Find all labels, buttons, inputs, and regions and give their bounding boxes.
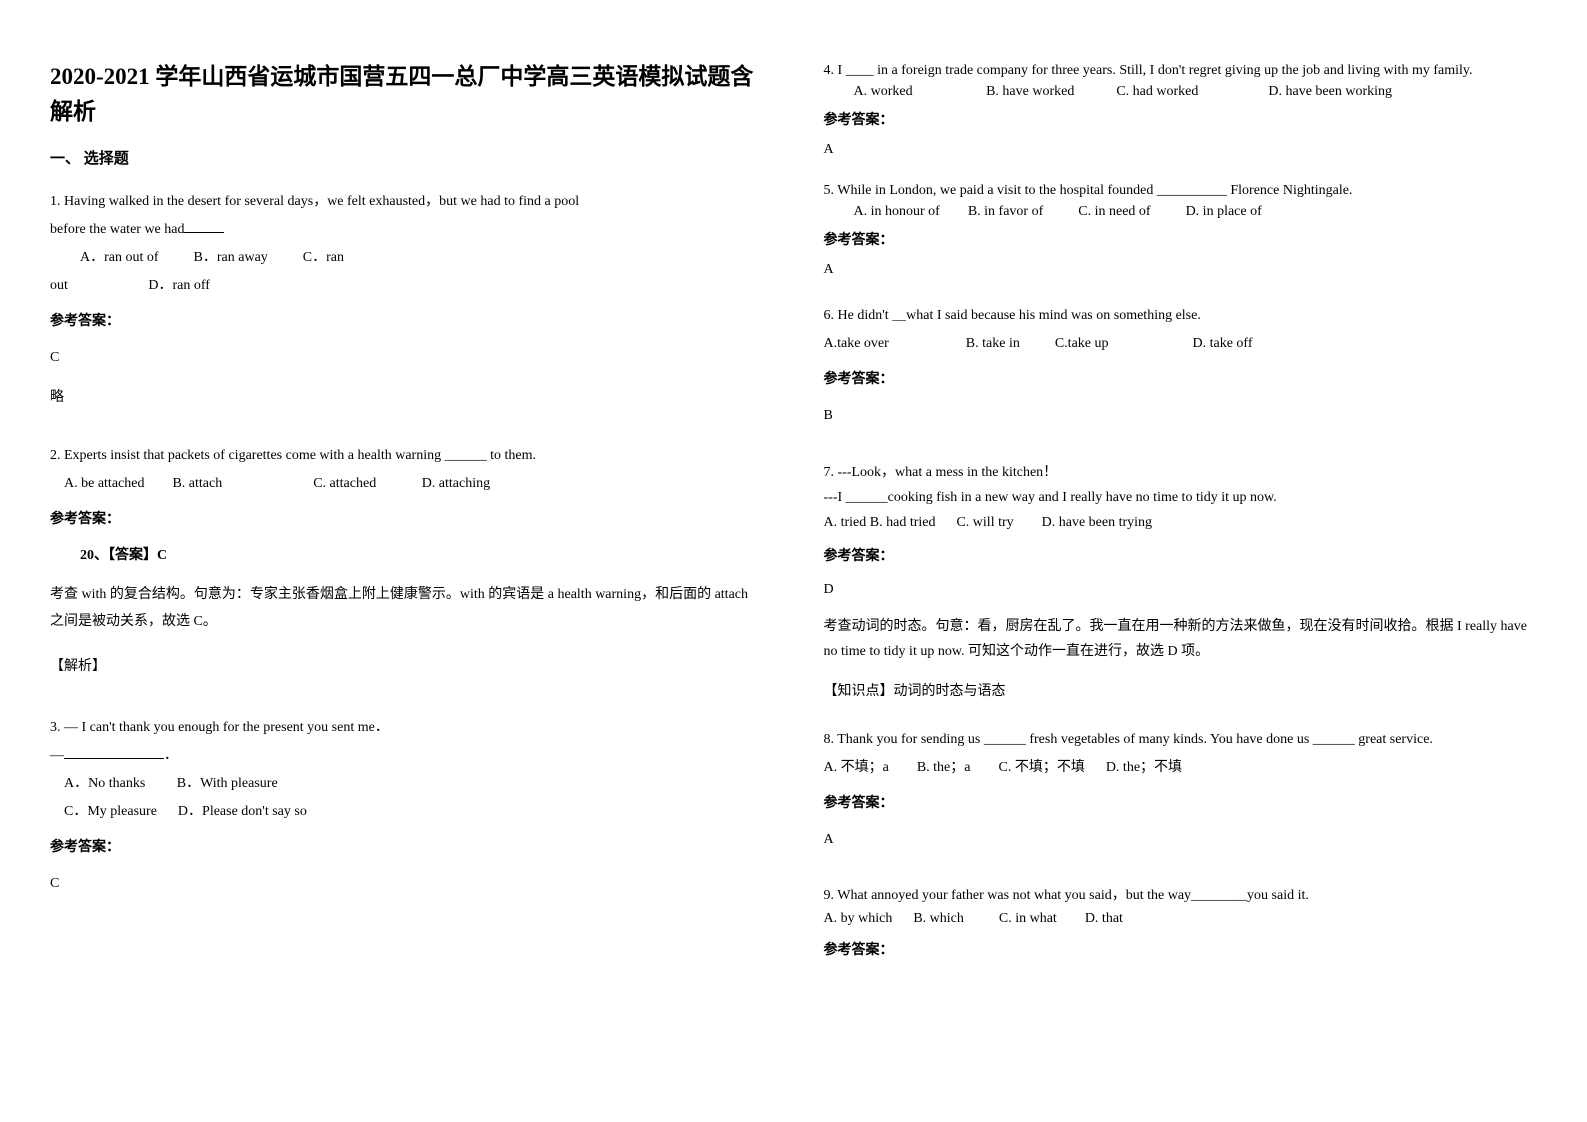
answer-label: 参考答案： <box>824 939 1538 963</box>
q4-options: A. worked B. have worked C. had worked D… <box>824 81 1538 102</box>
q1-options-line2: out D．ran off <box>50 272 764 300</box>
q2-explanation: 考查 with 的复合结构。句意为：专家主张香烟盒上附上健康警示。with 的宾… <box>50 582 764 635</box>
blank-line <box>64 758 164 759</box>
section-header: 一、 选择题 <box>50 147 764 168</box>
q5-options: A. in honour of B. in favor of C. in nee… <box>824 201 1538 222</box>
q7-answer: D <box>824 577 1538 602</box>
q4-answer: A <box>824 139 1538 160</box>
q1-text-line2: before the water we had <box>50 216 764 244</box>
page-container: 2020-2021 学年山西省运城市国营五四一总厂中学高三英语模拟试题含解析 一… <box>50 60 1537 1062</box>
q2-text: 2. Experts insist that packets of cigare… <box>50 442 764 470</box>
q6-text: 6. He didn't ＿what I said because his mi… <box>824 302 1538 330</box>
question-3: 3. — I can't thank you enough for the pr… <box>50 714 764 910</box>
answer-label: 参考答案： <box>824 790 1538 818</box>
analysis-label: 【解析】 <box>50 653 764 681</box>
left-column: 2020-2021 学年山西省运城市国营五四一总厂中学高三英语模拟试题含解析 一… <box>50 60 764 1062</box>
answer-label: 参考答案： <box>824 366 1538 394</box>
q7-text2: ---I ______cooking fish in a new way and… <box>824 485 1538 510</box>
question-2: 2. Experts insist that packets of cigare… <box>50 442 764 696</box>
q1-text-line1: 1. Having walked in the desert for sever… <box>50 188 764 216</box>
q7-text1: 7. ---Look，what a mess in the kitchen！ <box>824 460 1538 485</box>
question-1: 1. Having walked in the desert for sever… <box>50 188 764 424</box>
q3-options-2: C．My pleasure D．Please don't say so <box>50 798 764 826</box>
question-9: 9. What annoyed your father was not what… <box>824 884 1538 971</box>
answer-label: 参考答案： <box>50 506 764 534</box>
q8-options: A. 不填；a B. the；a C. 不填；不填 D. the；不填 <box>824 754 1538 782</box>
q3-options-1: A．No thanks B．With pleasure <box>50 770 764 798</box>
answer-label: 参考答案： <box>824 230 1538 251</box>
q1-explanation: 略 <box>50 384 764 412</box>
question-4: 4. I ____ in a foreign trade company for… <box>824 60 1538 172</box>
question-7: 7. ---Look，what a mess in the kitchen！ -… <box>824 460 1538 721</box>
q8-text: 8. Thank you for sending us ______ fresh… <box>824 727 1538 754</box>
q9-text: 9. What annoyed your father was not what… <box>824 884 1538 908</box>
q5-answer: A <box>824 259 1538 280</box>
answer-label: 参考答案： <box>824 110 1538 131</box>
q9-options: A. by which B. which C. in what D. that <box>824 907 1538 931</box>
q6-answer: B <box>824 402 1538 430</box>
exam-title: 2020-2021 学年山西省运城市国营五四一总厂中学高三英语模拟试题含解析 <box>50 60 764 129</box>
question-8: 8. Thank you for sending us ______ fresh… <box>824 727 1538 866</box>
q3-text2-line: —． <box>50 742 764 770</box>
question-6: 6. He didn't ＿what I said because his mi… <box>824 302 1538 442</box>
q8-answer: A <box>824 826 1538 854</box>
q2-num-answer: 20、【答案】C <box>50 542 764 570</box>
q1-text-part2: before the water we had <box>50 222 184 237</box>
q1-options-line1: A．ran out of B．ran away C．ran <box>50 244 764 272</box>
q3-text1: 3. — I can't thank you enough for the pr… <box>50 714 764 742</box>
blank-line <box>184 232 224 233</box>
answer-label: 参考答案： <box>824 544 1538 569</box>
q7-explanation2: 【知识点】动词的时态与语态 <box>824 679 1538 706</box>
q1-answer: C <box>50 344 764 372</box>
q3-text2-suffix: ． <box>164 748 178 763</box>
answer-label: 参考答案： <box>50 308 764 336</box>
q2-options: A. be attached B. attach C. attached D. … <box>50 470 764 498</box>
q5-text: 5. While in London, we paid a visit to t… <box>824 180 1538 201</box>
question-5: 5. While in London, we paid a visit to t… <box>824 180 1538 292</box>
q7-explanation1: 考查动词的时态。句意：看，厨房在乱了。我一直在用一种新的方法来做鱼，现在没有时间… <box>824 614 1538 664</box>
q4-text: 4. I ____ in a foreign trade company for… <box>824 60 1538 81</box>
answer-label: 参考答案： <box>50 834 764 862</box>
q3-text2: — <box>50 748 64 763</box>
q3-answer: C <box>50 870 764 898</box>
q7-options: A. tried B. had tried C. will try D. hav… <box>824 510 1538 535</box>
right-column: 4. I ____ in a foreign trade company for… <box>824 60 1538 1062</box>
q6-options: A.take over B. take in C.take up D. take… <box>824 330 1538 358</box>
